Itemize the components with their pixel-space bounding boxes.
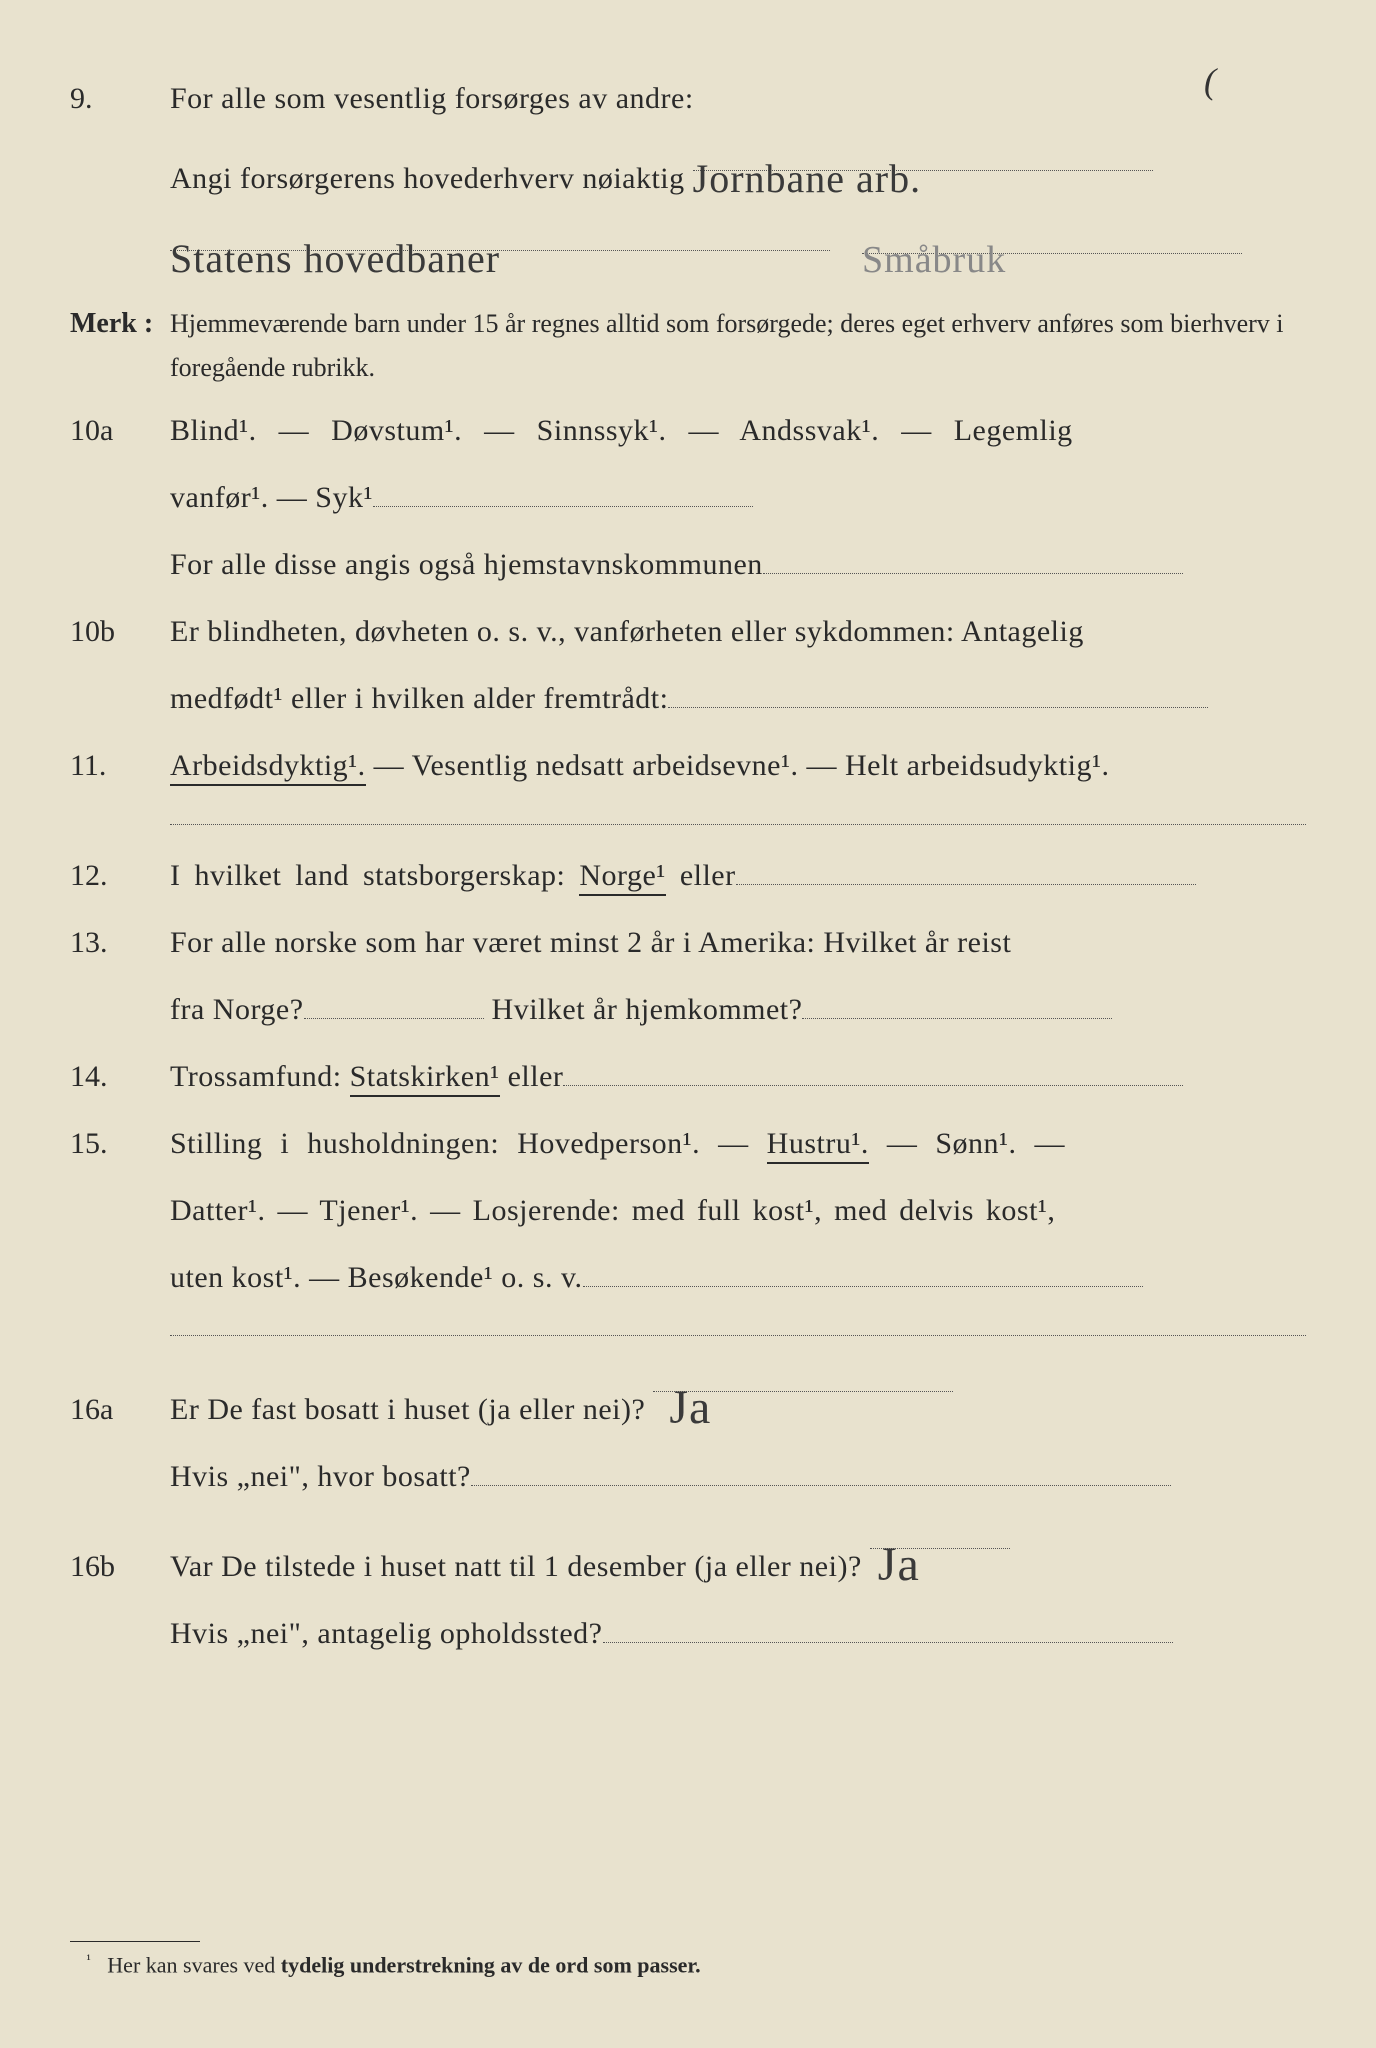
q9-row2: Angi forsørgerens hovederhverv nøiaktig … [70,137,1306,207]
q11-underline: Arbeidsdyktig¹. [170,749,366,786]
q14-underline: Statskirken¹ [350,1060,500,1097]
q16a-hand: Ja [669,1362,711,1453]
q9-row1: 9. For alle som vesentlig forsørges av a… [70,70,1306,127]
q12-body: I hvilket land statsborgerskap: Norge¹ e… [170,847,1306,904]
q12-row: 12. I hvilket land statsborgerskap: Norg… [70,847,1306,904]
q15-row2: Datter¹. — Tjener¹. — Losjerende: med fu… [70,1182,1306,1239]
q13-row1: 13. For alle norske som har været minst … [70,914,1306,971]
q9-line2: Angi forsørgerens hovederhverv nøiaktig … [170,137,1306,207]
q9-num: 9. [70,70,170,127]
q10a-num: 10a [70,402,170,459]
q9-blank3: Småbruk [862,220,1242,254]
q15-line3: uten kost¹. — Besøkende¹ o. s. v. [170,1249,1306,1306]
q16b-hand: Ja [878,1519,920,1610]
q9-blank2: Statens hovedbaner [170,217,830,251]
q14-body: Trossamfund: Statskirken¹ eller [170,1048,1306,1105]
q16a-row1: 16a Er De fast bosatt i huset (ja eller … [70,1358,1306,1438]
q10a-line2: vanfør¹. — Syk¹ [170,469,1306,526]
top-mark: ( [1204,60,1216,102]
q16a-line2: Hvis „nei", hvor bosatt? [170,1448,1306,1505]
q15-blank [583,1253,1143,1287]
q16b-line1: Var De tilstede i huset natt til 1 desem… [170,1515,1306,1595]
q9-blank1: Jornbane arb. [693,137,1153,171]
q10b-row1: 10b Er blindheten, døvheten o. s. v., va… [70,603,1306,660]
q9-hand2: Statens hovedbaner [170,221,500,297]
q10b-num: 10b [70,603,170,660]
q13-line2: fra Norge? Hvilket år hjemkommet? [170,981,1306,1038]
q10a-line3: For alle disse angis også hjemstavnskomm… [170,536,1306,593]
q15-line2: Datter¹. — Tjener¹. — Losjerende: med fu… [170,1182,1306,1239]
q11-blank [170,804,1306,824]
q14-row: 14. Trossamfund: Statskirken¹ eller [70,1048,1306,1105]
q10b-row2: medfødt¹ eller i hvilken alder fremtrådt… [70,670,1306,727]
q12-num: 12. [70,847,170,904]
q9-row3: Statens hovedbaner Småbruk [70,217,1306,287]
q12-underline: Norge¹ [579,859,665,896]
q15-row1: 15. Stilling i husholdningen: Hovedperso… [70,1115,1306,1172]
q10b-line2: medfødt¹ eller i hvilken alder fremtrådt… [170,670,1306,727]
q11-num: 11. [70,737,170,794]
q12-blank [736,851,1196,885]
q13-blank2 [802,985,1112,1019]
q13-row2: fra Norge? Hvilket år hjemkommet? [70,981,1306,1038]
footnote-area: ¹ Her kan svares ved tydelig understrekn… [70,1933,1306,1978]
q13-num: 13. [70,914,170,971]
q16b-blank1: Ja [870,1515,1010,1549]
q10a-blank2 [763,540,1183,574]
merk-label: Merk : [70,297,170,350]
q16b-row2: Hvis „nei", antagelig opholdssted? [70,1605,1306,1662]
q9-line2-label: Angi forsørgerens hovederhverv nøiaktig [170,162,685,195]
q16a-line1: Er De fast bosatt i huset (ja eller nei)… [170,1358,1306,1438]
q10a-row1: 10a Blind¹. — Døvstum¹. — Sinnssyk¹. — A… [70,402,1306,459]
document-page: ( 9. For alle som vesentlig forsørges av… [0,0,1376,2048]
q16a-num: 16a [70,1381,170,1438]
q9-line1: For alle som vesentlig forsørges av andr… [170,70,1306,127]
q15-underline: Hustru¹. [767,1127,869,1164]
q9-line3: Statens hovedbaner Småbruk [170,217,1306,287]
q10a-row3: For alle disse angis også hjemstavnskomm… [70,536,1306,593]
q11-row: 11. Arbeidsdyktig¹. — Vesentlig nedsatt … [70,737,1306,794]
q16b-row1: 16b Var De tilstede i huset natt til 1 d… [70,1515,1306,1595]
q15-fullblank [170,1316,1306,1336]
footnote-rule [70,1941,200,1942]
q10b-blank [668,674,1208,708]
q10a-blank1 [373,473,753,507]
q10a-line1: Blind¹. — Døvstum¹. — Sinnssyk¹. — Andss… [170,402,1306,459]
q15-num: 15. [70,1115,170,1172]
q10b-line1: Er blindheten, døvheten o. s. v., vanfør… [170,603,1306,660]
q16b-line2: Hvis „nei", antagelig opholdssted? [170,1605,1306,1662]
q14-blank [563,1052,1183,1086]
merk-row: Merk : Hjemmeværende barn under 15 år re… [70,297,1306,390]
q14-num: 14. [70,1048,170,1105]
q11-body: Arbeidsdyktig¹. — Vesentlig nedsatt arbe… [170,737,1306,794]
merk-text: Hjemmeværende barn under 15 år regnes al… [170,302,1306,390]
q9-hand1: Jornbane arb. [693,141,921,217]
q15-row3: uten kost¹. — Besøkende¹ o. s. v. [70,1249,1306,1306]
footnote-text: ¹ Her kan svares ved tydelig understrekn… [70,1952,1306,1978]
q13-blank1 [304,985,484,1019]
q13-line1: For alle norske som har været minst 2 år… [170,914,1306,971]
q16a-blank2 [471,1452,1171,1486]
q16b-blank2 [603,1609,1173,1643]
q15-line1: Stilling i husholdningen: Hovedperson¹. … [170,1115,1306,1172]
q16a-row2: Hvis „nei", hvor bosatt? [70,1448,1306,1505]
q16a-blank1: Ja [653,1358,953,1392]
q10a-row2: vanfør¹. — Syk¹ [70,469,1306,526]
q16b-num: 16b [70,1538,170,1595]
q9-hand3: Småbruk [862,224,1006,296]
